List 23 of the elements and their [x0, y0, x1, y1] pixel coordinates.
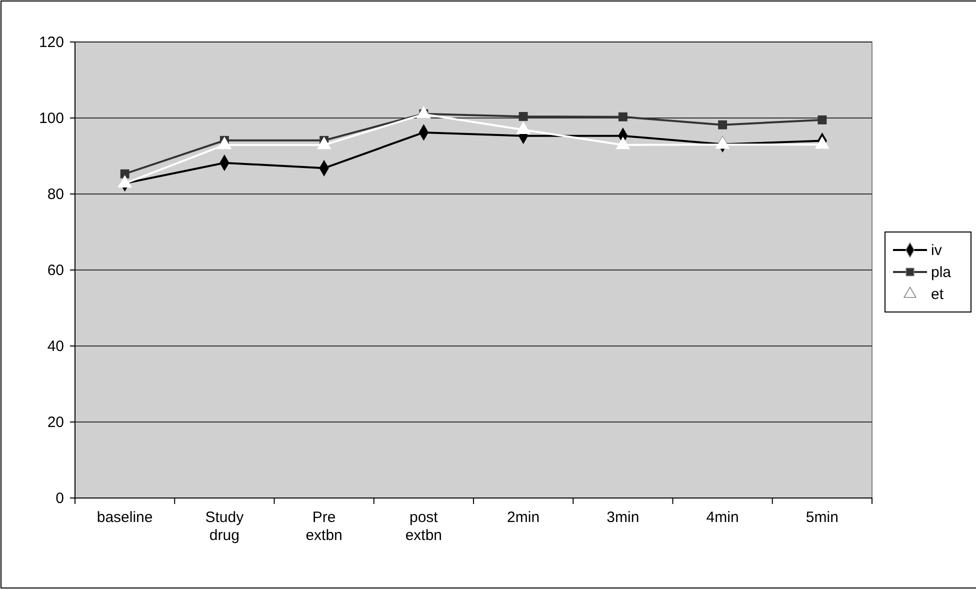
point — [518, 112, 528, 121]
x-tick-label: Study drug — [205, 509, 244, 544]
y-tick-label: 20 — [47, 414, 64, 431]
x-tick-label: Pre extbn — [306, 509, 342, 544]
y-tick-label: 120 — [38, 34, 64, 51]
point — [818, 115, 827, 124]
y-tick-label: 60 — [47, 262, 64, 279]
legend-label: et — [931, 286, 944, 303]
y-tick-label: 100 — [38, 110, 64, 127]
x-tick-label: baseline — [96, 509, 153, 526]
x-tick-label: 5min — [806, 509, 838, 526]
y-tick-label: 80 — [47, 186, 64, 203]
y-tick-label: 40 — [47, 338, 64, 355]
point — [120, 169, 130, 178]
x-tick-label: 3min — [606, 509, 640, 526]
point — [618, 112, 628, 122]
legend-label: pla — [931, 264, 952, 281]
y-tick-label: 0 — [56, 490, 64, 507]
legend-label: iv — [931, 242, 942, 259]
x-tick-label: post extbn — [405, 509, 442, 544]
x-tick-label: 2min — [507, 509, 540, 526]
x-tick-label: 4min — [706, 509, 739, 526]
point — [718, 120, 728, 130]
